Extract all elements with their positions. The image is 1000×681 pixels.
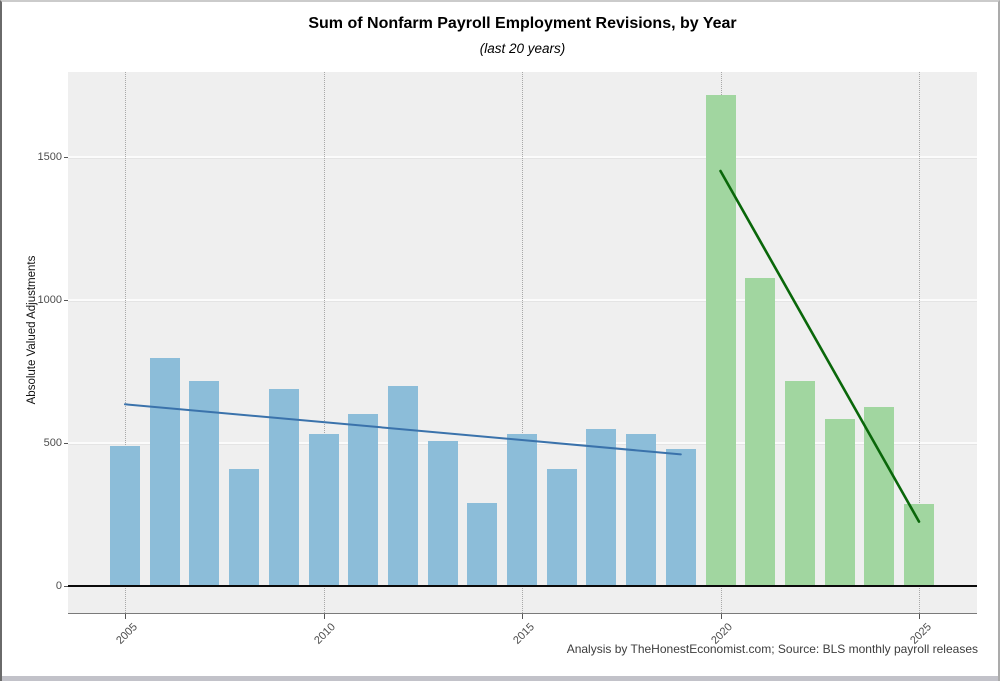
- chart-caption: Analysis by TheHonestEconomist.com; Sour…: [566, 642, 978, 656]
- bar-2008: [229, 468, 260, 586]
- bar-2010: [308, 434, 339, 586]
- chart-title: Sum of Nonfarm Payroll Employment Revisi…: [308, 15, 737, 32]
- trend-lines-layer: [124, 169, 921, 523]
- bar-2009: [268, 388, 299, 586]
- plot-panel: [68, 72, 977, 614]
- x-tick-mark-2020: [720, 614, 722, 619]
- bar-2012: [387, 385, 418, 586]
- x-tick-mark-2005: [125, 614, 126, 619]
- bar-2007: [189, 381, 220, 586]
- bar-2022: [784, 381, 815, 586]
- bar-2006: [149, 358, 180, 586]
- bar-2005: [110, 445, 140, 586]
- trendline-pre-2020: [124, 403, 682, 456]
- x-tick-mark-2025: [919, 614, 920, 619]
- y-axis-title: Absolute Valued Adjustments: [26, 255, 38, 405]
- bar-2018: [626, 434, 657, 586]
- v-gridline-2025: [919, 72, 920, 613]
- y-tick-label-500: 500: [43, 436, 62, 449]
- y-tick-mark-1000: [64, 299, 68, 301]
- bar-2016: [546, 468, 577, 586]
- y-tick-mark-0: [64, 586, 68, 587]
- y-tick-mark-500: [64, 442, 68, 444]
- bottom-border-strip: [2, 676, 998, 681]
- chart-subtitle: (last 20 years): [479, 41, 566, 56]
- y-tick-label-1000: 1000: [37, 293, 62, 306]
- y-tick-label-0: 0: [55, 580, 62, 592]
- x-tick-mark-2015: [522, 614, 523, 619]
- v-gridline-2015: [522, 72, 523, 613]
- bar-2020: [705, 95, 736, 586]
- bar-2015: [507, 434, 537, 586]
- bar-2019: [665, 448, 696, 586]
- bar-2014: [467, 503, 498, 586]
- trendline-2020s: [719, 169, 921, 523]
- zero-axis-line: [68, 585, 977, 587]
- bar-2023: [824, 418, 855, 586]
- bar-2021: [745, 278, 776, 586]
- bar-2024: [864, 407, 895, 586]
- y-tick-mark-1500: [64, 156, 68, 158]
- v-gridline-2010: [323, 72, 325, 613]
- bar-2017: [586, 428, 617, 586]
- x-tick-mark-2010: [323, 614, 325, 619]
- bar-2025: [904, 504, 934, 586]
- bar-2011: [348, 414, 379, 586]
- bar-2013: [427, 441, 458, 586]
- y-tick-label-1500: 1500: [37, 150, 62, 163]
- v-gridline-2005: [125, 72, 126, 613]
